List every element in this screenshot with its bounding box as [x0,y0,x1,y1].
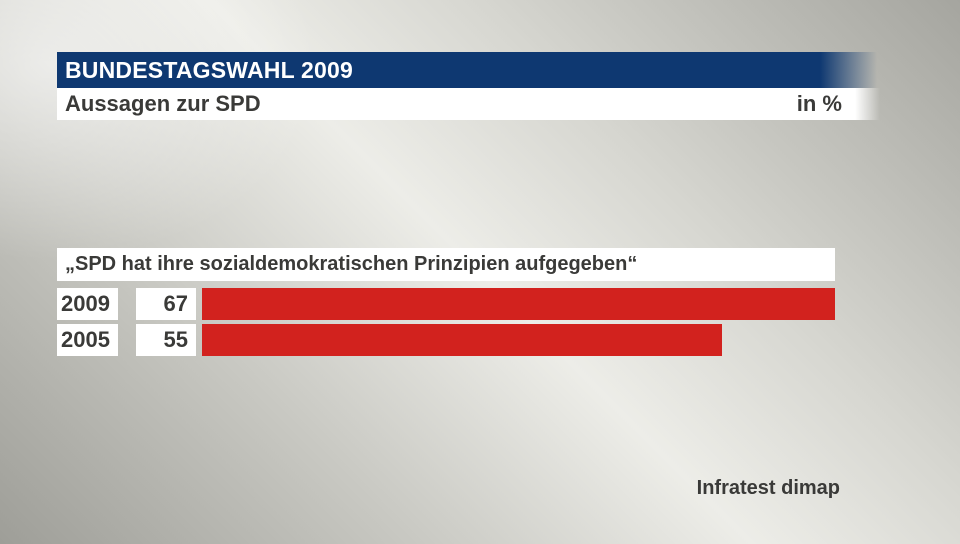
value-label-box: 67 [136,288,196,320]
year-label: 2009 [61,291,110,316]
year-label: 2005 [61,327,110,352]
value-label: 55 [163,327,188,352]
year-label-box: 2005 [57,324,118,356]
unit-label: in % [796,91,842,116]
bar-2005 [202,324,722,356]
page-title: BUNDESTAGSWAHL 2009 [65,56,353,83]
year-label-box: 2009 [57,288,118,320]
question-text: „SPD hat ihre sozialdemokratischen Prinz… [65,253,638,275]
subtitle-bar: Aussagen zur SPD in % [57,88,880,120]
value-label-box: 55 [136,324,196,356]
bar-2009 [202,288,835,320]
question-band: „SPD hat ihre sozialdemokratischen Prinz… [57,248,835,281]
chart-subtitle: Aussagen zur SPD [65,91,261,116]
value-label: 67 [163,291,188,316]
source-credit: Infratest dimap [696,477,840,499]
title-bar: BUNDESTAGSWAHL 2009 [57,52,877,88]
